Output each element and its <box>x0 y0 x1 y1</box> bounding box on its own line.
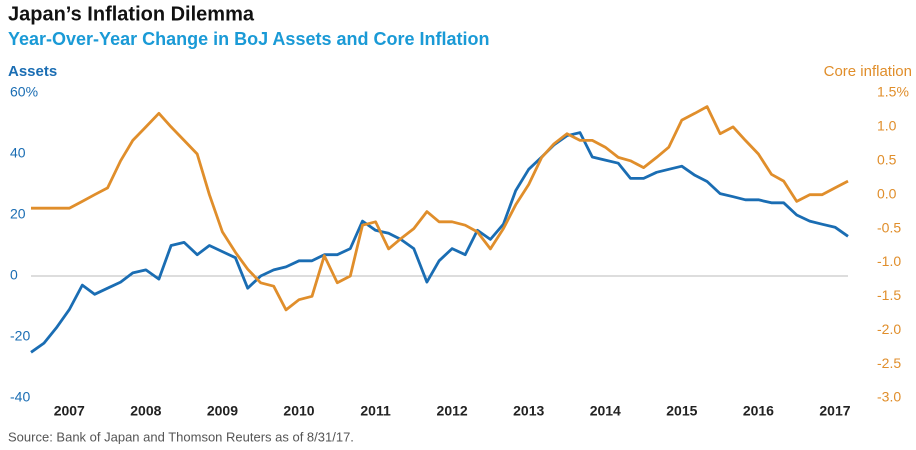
y2-tick-label: -2.0 <box>877 321 901 337</box>
x-tick-label: 2011 <box>360 403 391 419</box>
y2-tick-label: 0.5 <box>877 151 897 167</box>
y2-tick-label: -3.0 <box>877 389 901 405</box>
y2-tick-label: 1.5% <box>877 84 909 100</box>
y2-axis-label: Core inflation <box>824 63 912 80</box>
y-tick-label: -20 <box>10 328 30 344</box>
x-tick-label: 2016 <box>743 403 774 419</box>
y-tick-label: 0 <box>10 267 18 283</box>
y-axis-label: Assets <box>8 63 57 80</box>
x-tick-label: 2013 <box>513 403 544 419</box>
y2-tick-label: 1.0 <box>877 118 897 134</box>
y2-tick-label: -2.5 <box>877 355 901 371</box>
y2-tick-label: -1.0 <box>877 253 901 269</box>
chart-title: Japan’s Inflation Dilemma <box>8 3 255 25</box>
x-tick-label: 2009 <box>207 403 238 419</box>
y-tick-label: -40 <box>10 389 30 405</box>
x-tick-label: 2015 <box>666 403 697 419</box>
y2-tick-label: -1.5 <box>877 287 901 303</box>
chart-subtitle: Year-Over-Year Change in BoJ Assets and … <box>8 29 489 49</box>
x-tick-label: 2007 <box>54 403 85 419</box>
x-tick-label: 2017 <box>819 403 850 419</box>
x-tick-label: 2014 <box>590 403 621 419</box>
source-note: Source: Bank of Japan and Thomson Reuter… <box>8 429 354 444</box>
series-line <box>30 131 849 354</box>
x-tick-label: 2012 <box>437 403 468 419</box>
series-line <box>31 105 849 312</box>
x-tick-label: 2008 <box>130 403 161 419</box>
y-tick-label: 20 <box>10 206 26 222</box>
x-tick-label: 2010 <box>283 403 314 419</box>
y2-tick-label: -0.5 <box>877 219 901 235</box>
y-tick-label: 40 <box>10 145 26 161</box>
y-tick-label: 60% <box>10 84 38 100</box>
y2-tick-label: 0.0 <box>877 185 897 201</box>
